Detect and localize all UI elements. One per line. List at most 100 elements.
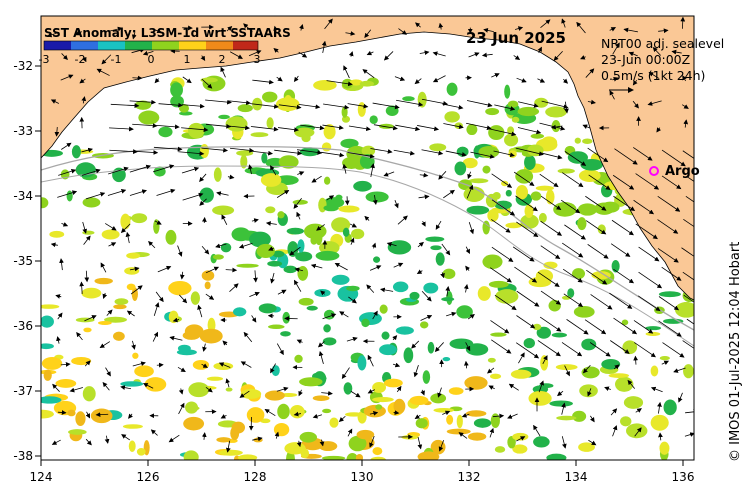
current-vector xyxy=(104,223,117,231)
sst-patch xyxy=(298,297,314,306)
sst-patch xyxy=(556,415,577,421)
sst-patch xyxy=(373,256,381,263)
map-frame xyxy=(40,15,695,461)
current-vector xyxy=(421,291,432,302)
sst-patch xyxy=(136,448,146,456)
current-vector xyxy=(126,310,135,317)
current-legend-line3: 0.5m/s (1kt 24h) xyxy=(601,68,705,83)
sst-patch xyxy=(287,241,299,257)
current-vector xyxy=(686,175,694,182)
current-vector xyxy=(647,100,662,106)
current-vector xyxy=(392,362,401,368)
sst-patch xyxy=(482,165,491,174)
current-vector xyxy=(682,150,694,159)
map-date: 23 Jun 2025 xyxy=(466,29,566,47)
current-vector xyxy=(172,317,180,323)
sst-patch xyxy=(433,407,455,413)
current-vector xyxy=(419,50,430,56)
current-vector xyxy=(84,315,97,322)
current-vector xyxy=(181,166,200,174)
colorbar-segment xyxy=(152,41,179,50)
current-vector xyxy=(240,361,252,368)
sst-patch xyxy=(82,230,95,235)
sst-patch xyxy=(659,441,670,455)
current-vector xyxy=(564,224,586,240)
current-vector xyxy=(437,387,442,398)
current-vector xyxy=(251,218,259,223)
sst-patch xyxy=(393,398,406,414)
current-vector xyxy=(268,246,275,251)
current-vector xyxy=(348,296,357,304)
current-vector xyxy=(158,102,184,108)
sst-patch xyxy=(467,432,487,441)
sst-patch xyxy=(43,369,52,381)
current-vector xyxy=(516,221,539,238)
current-vector xyxy=(638,246,660,262)
sst-patch xyxy=(185,401,199,414)
current-vector xyxy=(298,104,321,110)
current-vector xyxy=(491,173,513,188)
sst-patch xyxy=(435,252,445,266)
sst-patch xyxy=(555,364,578,371)
current-vector xyxy=(465,342,471,352)
current-vector xyxy=(635,223,658,240)
colorbar-tick: 1 xyxy=(184,53,191,66)
sst-patch xyxy=(266,117,274,129)
sst-patch xyxy=(357,355,367,371)
sst-patch xyxy=(523,337,535,349)
current-vector xyxy=(129,99,157,105)
current-vector xyxy=(129,189,147,196)
sst-patch xyxy=(323,176,331,185)
sst-patch xyxy=(507,100,519,108)
current-vector xyxy=(537,78,546,83)
sst-patch xyxy=(75,411,86,426)
current-vector xyxy=(633,147,653,161)
sst-patch xyxy=(446,82,458,96)
sst-patch xyxy=(530,133,545,139)
sst-patch xyxy=(441,297,455,302)
current-vector xyxy=(442,103,464,110)
current-vector xyxy=(179,294,188,304)
current-vector xyxy=(120,223,131,233)
sst-patch xyxy=(201,270,215,281)
current-vector xyxy=(341,367,350,380)
sst-patch xyxy=(535,185,554,191)
current-vector xyxy=(417,436,423,450)
current-vector xyxy=(470,151,495,159)
sst-patch xyxy=(319,376,327,381)
current-vector xyxy=(434,342,444,353)
sst-patch xyxy=(381,331,390,340)
current-vector xyxy=(394,76,406,81)
sst-patch xyxy=(225,116,248,132)
sst-patch xyxy=(277,211,285,219)
current-vector xyxy=(157,265,172,273)
sst-patch xyxy=(415,418,428,429)
y-tick-label: -35 xyxy=(13,254,33,268)
sst-patch xyxy=(675,302,694,318)
current-vector xyxy=(512,246,535,262)
sst-patch xyxy=(132,352,139,359)
current-vector xyxy=(334,262,348,271)
current-vector xyxy=(152,331,159,342)
sst-patch xyxy=(658,291,681,298)
sst-patch xyxy=(267,260,283,267)
sst-patch xyxy=(504,84,511,99)
sst-patch xyxy=(258,303,277,314)
current-vector xyxy=(201,147,229,153)
sst-patch xyxy=(533,436,550,448)
current-vector xyxy=(490,267,512,283)
current-vector xyxy=(102,381,110,391)
current-vector xyxy=(205,266,220,274)
current-vector xyxy=(515,342,540,359)
sst-patch xyxy=(101,229,120,240)
sst-patch xyxy=(344,412,363,417)
current-vector xyxy=(613,364,620,370)
argo-label: Argo xyxy=(665,164,700,179)
current-vector xyxy=(682,75,687,82)
current-vector xyxy=(52,383,60,392)
current-vector xyxy=(634,427,642,437)
current-vector xyxy=(658,432,663,441)
current-vector xyxy=(226,26,233,32)
current-vector xyxy=(59,258,64,271)
